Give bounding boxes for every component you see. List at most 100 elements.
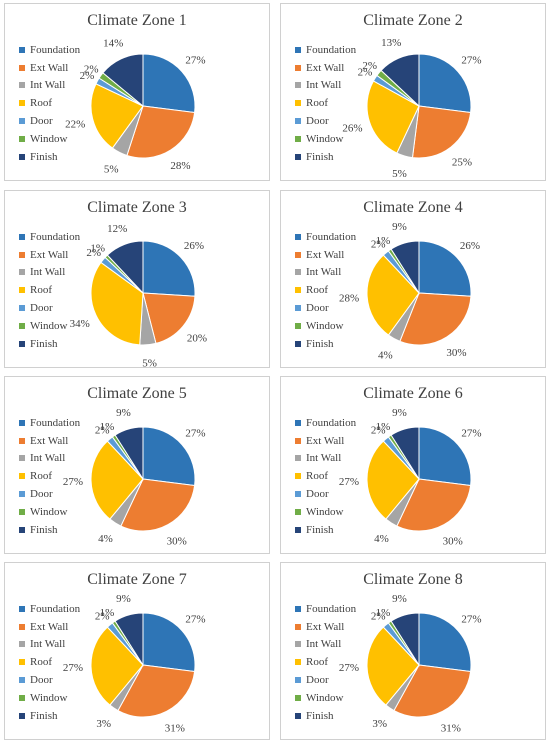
data-label-finish: 12% bbox=[107, 223, 127, 235]
data-label-door: 2% bbox=[358, 67, 373, 79]
chart-title: Climate Zone 8 bbox=[363, 571, 463, 588]
legend-label: Window bbox=[30, 691, 68, 704]
legend-swatch bbox=[295, 677, 301, 684]
legend-item-door: Door bbox=[19, 299, 80, 317]
data-label-foundation: 26% bbox=[460, 240, 480, 252]
legend-item-window: Window bbox=[295, 130, 356, 148]
legend-item-foundation: Foundation bbox=[295, 600, 356, 618]
pie-slice-finish bbox=[390, 612, 420, 667]
legend-item-finish: Finish bbox=[19, 707, 80, 725]
data-label-finish: 9% bbox=[392, 593, 407, 605]
legend-item-roof: Roof bbox=[19, 467, 80, 485]
data-label-window: 1% bbox=[100, 421, 115, 433]
pie-chart-svg: 27% 30% 4% 27% 2%1%9% bbox=[339, 407, 482, 548]
legend-swatch bbox=[295, 305, 301, 312]
data-label-door: 2% bbox=[86, 247, 101, 259]
legend-label: Foundation bbox=[306, 230, 357, 243]
pie-slice-foundation bbox=[418, 240, 472, 297]
pie-chart-panel-8: 27% 31% 3% 27% 2% 1% 9% Climate Zone 8 Foundatio… bbox=[280, 562, 546, 740]
legend: Foundation Ext Wall Int Wall Roof Door Window… bbox=[295, 414, 356, 539]
data-label-int-wall: 5% bbox=[104, 163, 119, 175]
pie-slice-finish bbox=[390, 240, 420, 295]
data-label-door: 2% bbox=[371, 611, 386, 623]
pie-slice-ext-wall bbox=[126, 105, 196, 159]
legend-item-finish: Finish bbox=[295, 335, 356, 353]
pie-slice-ext-wall bbox=[117, 664, 196, 718]
pie-slice-finish bbox=[102, 53, 144, 108]
legend: Foundation Ext Wall Int Wall Roof Door Window… bbox=[19, 414, 80, 539]
legend-swatch bbox=[295, 473, 301, 480]
legend-swatch bbox=[295, 118, 301, 125]
legend-swatch bbox=[19, 322, 25, 329]
data-label-door: 2% bbox=[95, 425, 110, 437]
data-label-ext-wall: 20% bbox=[187, 333, 207, 345]
pie-slice-foundation bbox=[418, 612, 472, 673]
legend-label: Window bbox=[30, 132, 68, 145]
legend-swatch bbox=[19, 46, 25, 53]
legend: Foundation Ext Wall Int Wall Roof Door Window… bbox=[19, 228, 80, 353]
legend-label: Door bbox=[30, 115, 53, 128]
legend-item-door: Door bbox=[295, 112, 356, 130]
legend-item-foundation: Foundation bbox=[19, 41, 80, 59]
legend-label: Window bbox=[306, 319, 344, 332]
data-label-door: 2% bbox=[371, 239, 386, 251]
legend-label: Finish bbox=[306, 337, 334, 350]
legend-item-door: Door bbox=[295, 671, 356, 689]
data-label-int-wall: 4% bbox=[98, 533, 113, 545]
data-label-ext-wall: 25% bbox=[452, 156, 472, 168]
pie-chart-svg: 27% 31% 3% 27% 2%1%9% bbox=[63, 593, 206, 735]
legend-swatch bbox=[19, 153, 25, 160]
chart-title: Climate Zone 4 bbox=[363, 199, 463, 216]
legend-label: Int Wall bbox=[306, 266, 342, 279]
legend-swatch bbox=[295, 659, 301, 666]
legend-item-roof: Roof bbox=[295, 653, 356, 671]
legend-label: Window bbox=[306, 132, 344, 145]
legend-item-finish: Finish bbox=[19, 521, 80, 539]
legend-item-foundation: Foundation bbox=[295, 41, 356, 59]
legend-swatch bbox=[295, 46, 301, 53]
legend-label: Foundation bbox=[30, 416, 81, 429]
legend-label: Door bbox=[30, 488, 53, 501]
legend-swatch bbox=[19, 233, 25, 240]
data-label-ext-wall: 30% bbox=[167, 535, 187, 547]
data-label-finish: 14% bbox=[103, 38, 123, 50]
legend-label: Roof bbox=[30, 470, 52, 483]
legend-label: Foundation bbox=[306, 602, 357, 615]
legend-item-int-wall: Int Wall bbox=[295, 636, 356, 654]
pie-chart-panel-7: 27% 31% 3% 27% 2% 1% 9% Climate Zone 7 Foundatio… bbox=[4, 562, 270, 740]
legend-item-ext-wall: Ext Wall bbox=[19, 246, 80, 264]
legend-label: Int Wall bbox=[306, 452, 342, 465]
legend-label: Roof bbox=[306, 656, 328, 669]
legend-item-int-wall: Int Wall bbox=[19, 636, 80, 654]
legend-label: Ext Wall bbox=[306, 434, 345, 447]
legend-swatch bbox=[295, 100, 301, 107]
legend-item-ext-wall: Ext Wall bbox=[295, 432, 356, 450]
legend-label: Finish bbox=[30, 337, 58, 350]
data-label-finish: 9% bbox=[392, 407, 407, 419]
data-label-finish: 9% bbox=[116, 407, 131, 419]
data-label-int-wall: 3% bbox=[372, 718, 387, 730]
legend-item-int-wall: Int Wall bbox=[295, 264, 356, 282]
legend: Foundation Ext Wall Int Wall Roof Door Window… bbox=[19, 41, 80, 166]
legend-item-roof: Roof bbox=[19, 653, 80, 671]
legend-item-roof: Roof bbox=[295, 467, 356, 485]
data-label-ext-wall: 30% bbox=[446, 347, 466, 359]
legend-item-ext-wall: Ext Wall bbox=[19, 59, 80, 77]
pie-chart-svg: 27% 31% 3% 27% 2%1%9% bbox=[339, 593, 482, 735]
legend-swatch bbox=[19, 491, 25, 498]
legend-swatch bbox=[295, 251, 301, 258]
legend-item-int-wall: Int Wall bbox=[19, 264, 80, 282]
legend-item-door: Door bbox=[295, 299, 356, 317]
legend-item-int-wall: Int Wall bbox=[19, 450, 80, 468]
legend-item-finish: Finish bbox=[19, 148, 80, 166]
data-label-foundation: 27% bbox=[461, 55, 481, 67]
legend-item-door: Door bbox=[19, 485, 80, 503]
legend-label: Roof bbox=[30, 284, 52, 297]
legend-swatch bbox=[295, 269, 301, 276]
pie-slice-finish bbox=[106, 240, 144, 295]
pie-chart-svg: 26% 30% 4% 28% 2%1%9% bbox=[339, 221, 480, 361]
legend-label: Door bbox=[306, 302, 329, 315]
data-label-finish: 9% bbox=[392, 221, 407, 233]
legend-item-ext-wall: Ext Wall bbox=[19, 618, 80, 636]
data-label-ext-wall: 31% bbox=[165, 722, 185, 734]
